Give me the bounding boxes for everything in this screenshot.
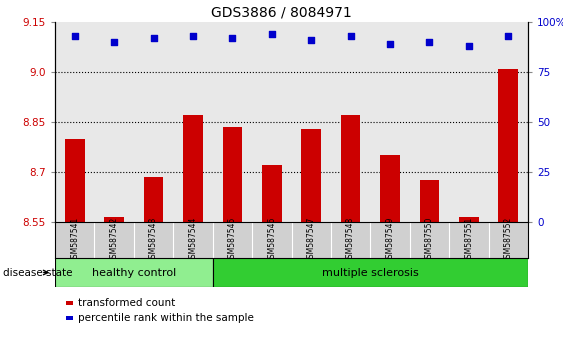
Text: GSM587546: GSM587546 bbox=[267, 217, 276, 263]
Text: GSM587547: GSM587547 bbox=[307, 217, 316, 263]
Bar bbox=[419, 180, 439, 222]
Bar bbox=[65, 139, 84, 222]
Text: disease state: disease state bbox=[3, 268, 72, 278]
Text: GSM587549: GSM587549 bbox=[386, 217, 395, 263]
Bar bbox=[262, 165, 282, 222]
Text: GSM587548: GSM587548 bbox=[346, 217, 355, 263]
Bar bbox=[222, 127, 242, 222]
Text: healthy control: healthy control bbox=[92, 268, 176, 278]
Point bbox=[307, 37, 316, 43]
Point bbox=[346, 33, 355, 39]
Point bbox=[386, 41, 395, 47]
Point bbox=[425, 39, 434, 45]
Bar bbox=[341, 115, 360, 222]
Text: GDS3886 / 8084971: GDS3886 / 8084971 bbox=[211, 5, 352, 19]
Text: GSM587550: GSM587550 bbox=[425, 217, 434, 263]
Text: GSM587542: GSM587542 bbox=[110, 217, 119, 263]
Bar bbox=[55, 258, 213, 287]
Bar bbox=[213, 258, 528, 287]
Text: GSM587544: GSM587544 bbox=[189, 217, 198, 263]
Bar bbox=[66, 301, 73, 305]
Point bbox=[464, 43, 473, 49]
Bar bbox=[144, 177, 163, 222]
Text: GSM587551: GSM587551 bbox=[464, 217, 473, 263]
Text: GSM587541: GSM587541 bbox=[70, 217, 79, 263]
Text: percentile rank within the sample: percentile rank within the sample bbox=[78, 313, 254, 323]
Text: GSM587552: GSM587552 bbox=[504, 217, 513, 263]
Text: GSM587545: GSM587545 bbox=[228, 217, 237, 263]
Point bbox=[149, 35, 158, 41]
Bar bbox=[380, 155, 400, 222]
Bar bbox=[498, 69, 518, 222]
Bar bbox=[104, 217, 124, 222]
Point bbox=[228, 35, 237, 41]
Point bbox=[504, 33, 513, 39]
Text: multiple sclerosis: multiple sclerosis bbox=[322, 268, 419, 278]
Point bbox=[110, 39, 119, 45]
Point bbox=[267, 31, 276, 37]
Text: transformed count: transformed count bbox=[78, 298, 176, 308]
Text: GSM587543: GSM587543 bbox=[149, 217, 158, 263]
Point bbox=[70, 33, 79, 39]
Bar bbox=[301, 129, 321, 222]
Bar bbox=[183, 115, 203, 222]
Bar bbox=[66, 316, 73, 320]
Bar bbox=[459, 217, 479, 222]
Point bbox=[189, 33, 198, 39]
